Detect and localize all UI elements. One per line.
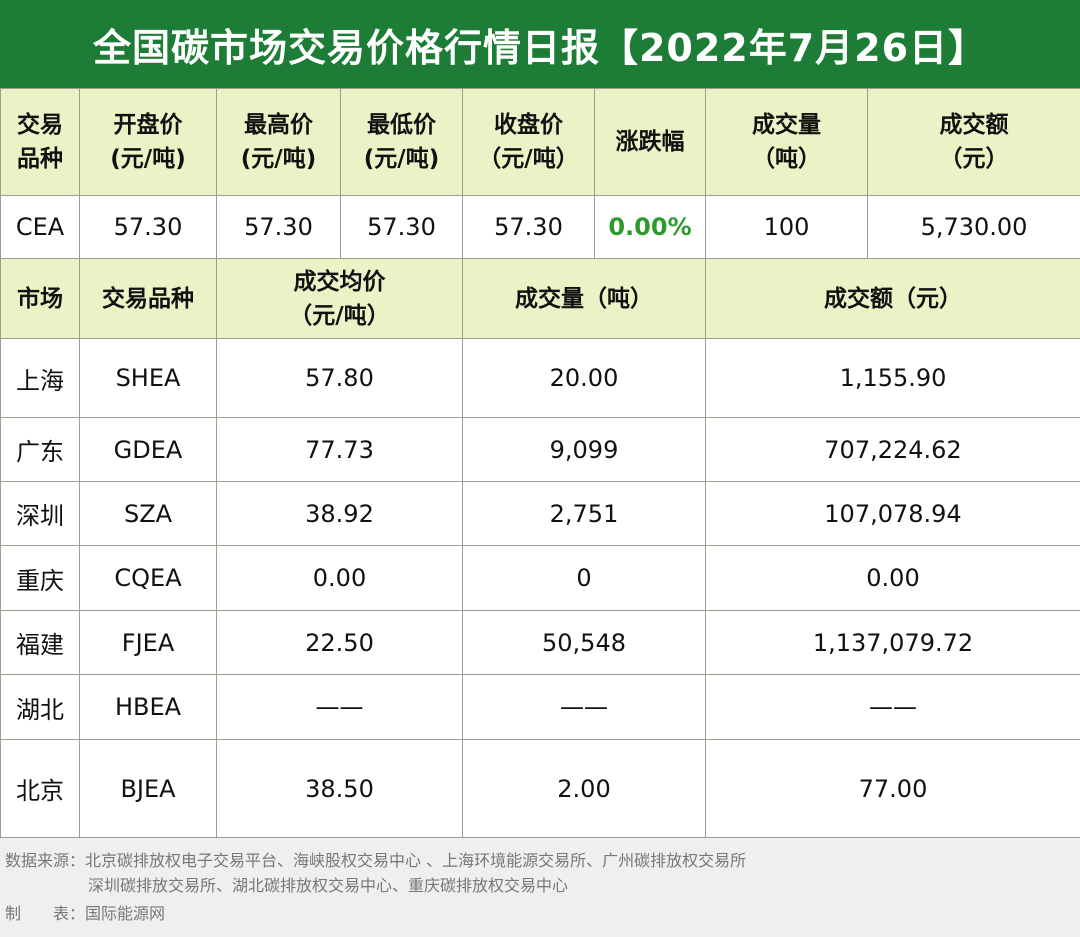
cell-avg-price: 57.80 [216, 338, 463, 418]
table-row: 福建 FJEA 22.50 50,548 1,137,079.72 [0, 610, 1080, 675]
cell-high: 57.30 [216, 195, 341, 259]
maker-label: 制 表： [5, 904, 86, 923]
cell-volume: 0 [462, 545, 706, 611]
cell-volume: 2.00 [462, 739, 706, 838]
cell-market: 北京 [0, 739, 80, 838]
cell-amount: 5,730.00 [867, 195, 1080, 259]
header-regional-product: 交易品种 [79, 258, 217, 339]
cell-low: 57.30 [340, 195, 463, 259]
cell-change: 0.00% [594, 195, 706, 259]
cell-amount: —— [705, 674, 1080, 740]
header-regional-amount: 成交额（元） [705, 258, 1080, 339]
source-line-2: 深圳碳排放交易所、湖北碳排放权交易中心、重庆碳排放权交易中心 [88, 876, 569, 895]
cell-volume: 2,751 [462, 481, 706, 546]
cell-market: 湖北 [0, 674, 80, 740]
cell-product: FJEA [79, 610, 217, 675]
cell-product: BJEA [79, 739, 217, 838]
cell-volume: 9,099 [462, 417, 706, 482]
cell-product: SHEA [79, 338, 217, 418]
cell-market: 福建 [0, 610, 80, 675]
cell-amount: 0.00 [705, 545, 1080, 611]
cell-amount: 107,078.94 [705, 481, 1080, 546]
cell-avg-price: 38.92 [216, 481, 463, 546]
cell-volume: —— [462, 674, 706, 740]
header-change: 涨跌幅 [594, 88, 706, 196]
cell-product: HBEA [79, 674, 217, 740]
cell-volume: 100 [705, 195, 868, 259]
cell-product: CEA [0, 195, 80, 259]
maker-line: 制 表：国际能源网 [5, 901, 165, 926]
source-footer: 数据来源：北京碳排放权电子交易平台、海峡股权交易中心 、上海环境能源交易所、广州… [0, 838, 1080, 937]
cell-amount: 707,224.62 [705, 417, 1080, 482]
cell-amount: 77.00 [705, 739, 1080, 838]
cell-avg-price: 77.73 [216, 417, 463, 482]
cell-avg-price: 22.50 [216, 610, 463, 675]
header-regional-volume: 成交量（吨） [462, 258, 706, 339]
header-product: 交易 品种 [0, 88, 80, 196]
header-open: 开盘价 (元/吨) [79, 88, 217, 196]
regional-header-row: 市场 交易品种 成交均价 （元/吨） 成交量（吨） 成交额（元） [0, 258, 1080, 339]
header-high: 最高价 (元/吨) [216, 88, 341, 196]
table-row: 重庆 CQEA 0.00 0 0.00 [0, 545, 1080, 611]
cell-avg-price: 0.00 [216, 545, 463, 611]
table-row: 广东 GDEA 77.73 9,099 707,224.62 [0, 417, 1080, 482]
cell-market: 广东 [0, 417, 80, 482]
cell-amount: 1,155.90 [705, 338, 1080, 418]
report-title: 全国碳市场交易价格行情日报【2022年7月26日】 [0, 0, 1080, 88]
header-low: 最低价 (元/吨) [340, 88, 463, 196]
header-market: 市场 [0, 258, 80, 339]
header-close: 收盘价 （元/吨） [462, 88, 595, 196]
header-amount: 成交额 （元） [867, 88, 1080, 196]
maker-value: 国际能源网 [85, 904, 166, 923]
cell-product: CQEA [79, 545, 217, 611]
table-row: 北京 BJEA 38.50 2.00 77.00 [0, 739, 1080, 838]
table-row: 上海 SHEA 57.80 20.00 1,155.90 [0, 338, 1080, 418]
header-volume: 成交量 （吨） [705, 88, 868, 196]
cell-market: 上海 [0, 338, 80, 418]
cell-product: GDEA [79, 417, 217, 482]
cell-market: 深圳 [0, 481, 80, 546]
table-row: 深圳 SZA 38.92 2,751 107,078.94 [0, 481, 1080, 546]
cell-product: SZA [79, 481, 217, 546]
cell-close: 57.30 [462, 195, 595, 259]
source-line-1: 数据来源：北京碳排放权电子交易平台、海峡股权交易中心 、上海环境能源交易所、广州… [5, 851, 747, 870]
cell-amount: 1,137,079.72 [705, 610, 1080, 675]
header-avg-price: 成交均价 （元/吨） [216, 258, 463, 339]
table-row: 湖北 HBEA —— —— —— [0, 674, 1080, 740]
regional-market-table: 市场 交易品种 成交均价 （元/吨） 成交量（吨） 成交额（元） 上海 SHEA … [0, 258, 1080, 838]
cell-avg-price: 38.50 [216, 739, 463, 838]
cell-avg-price: —— [216, 674, 463, 740]
national-header-row: 交易 品种 开盘价 (元/吨) 最高价 (元/吨) 最低价 (元/吨) 收盘价 （元/吨）… [0, 88, 1080, 196]
cell-open: 57.30 [79, 195, 217, 259]
cell-market: 重庆 [0, 545, 80, 611]
cell-volume: 20.00 [462, 338, 706, 418]
national-market-table: 交易 品种 开盘价 (元/吨) 最高价 (元/吨) 最低价 (元/吨) 收盘价 （元/吨）… [0, 88, 1080, 259]
cell-volume: 50,548 [462, 610, 706, 675]
national-data-row: CEA 57.30 57.30 57.30 57.30 0.00% 100 5,… [0, 195, 1080, 259]
